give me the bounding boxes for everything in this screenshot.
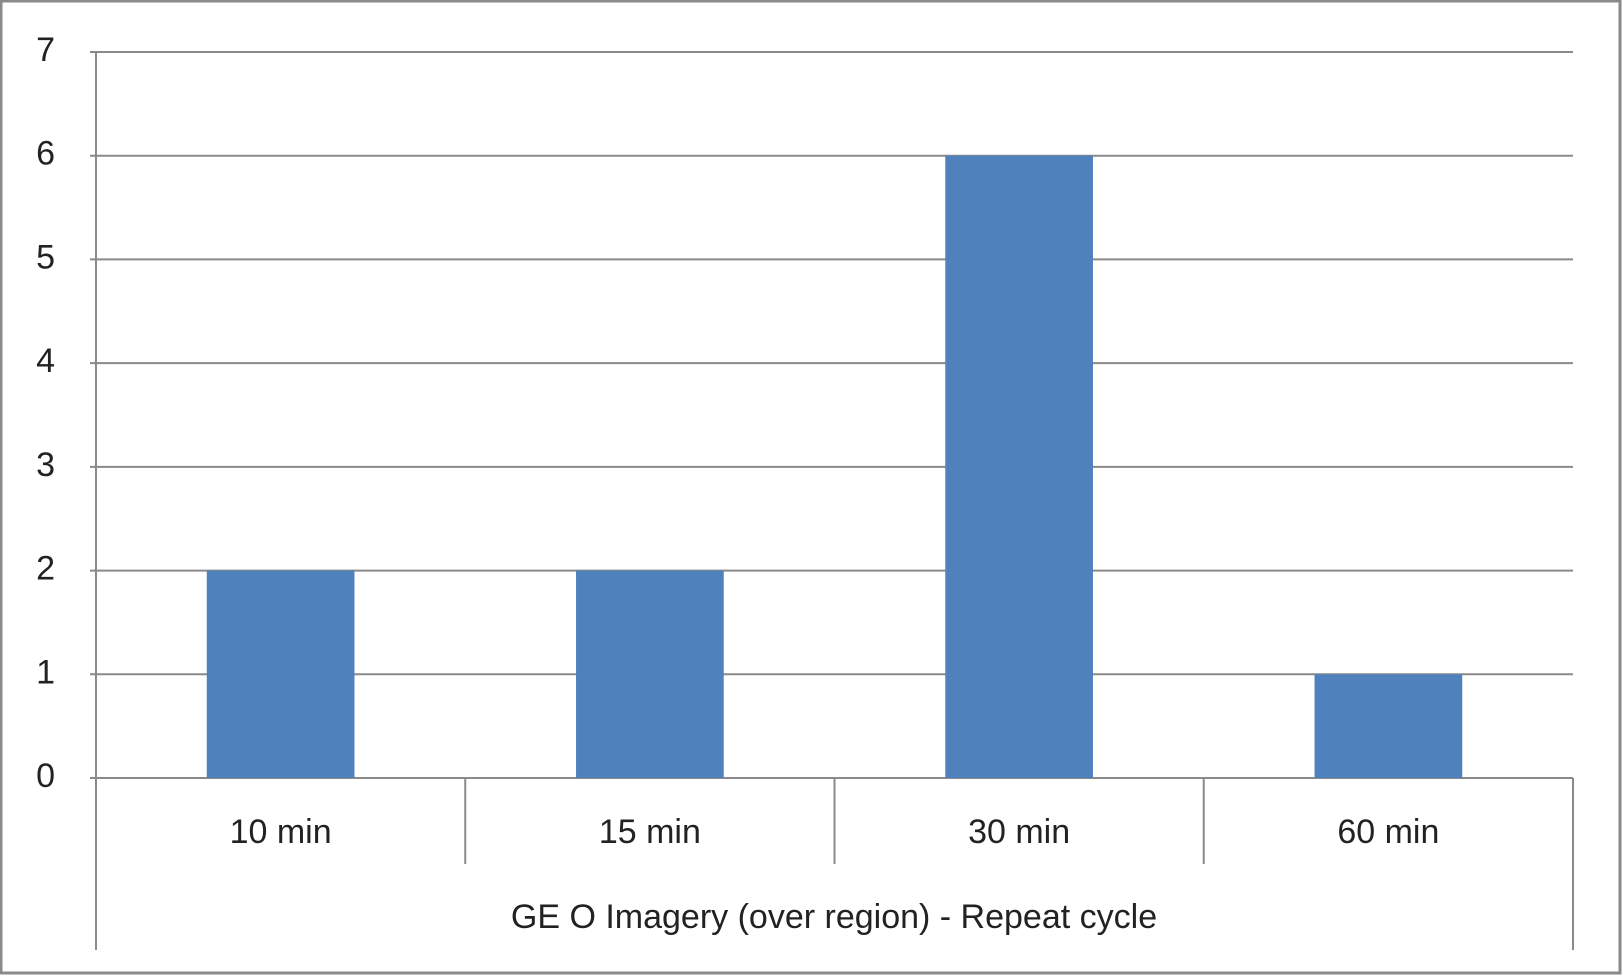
bar xyxy=(206,570,355,778)
bar xyxy=(945,155,1093,778)
bar xyxy=(576,570,724,778)
y-tick-label: 5 xyxy=(36,238,55,276)
x-tick-label: 60 min xyxy=(1337,813,1439,851)
x-tick-label: 30 min xyxy=(968,813,1070,851)
y-tick-label: 0 xyxy=(36,757,55,795)
x-tick-label: 15 min xyxy=(599,813,701,851)
y-tick-label: 4 xyxy=(36,342,55,380)
bar xyxy=(1314,674,1463,778)
y-tick-label: 3 xyxy=(36,446,55,484)
y-tick-label: 6 xyxy=(36,135,55,173)
y-tick-label: 2 xyxy=(36,550,55,588)
x-tick-label: 10 min xyxy=(230,813,332,851)
y-tick-label: 7 xyxy=(36,31,55,69)
y-tick-label: 1 xyxy=(36,653,55,691)
x-axis-title: GE O Imagery (over region) - Repeat cycl… xyxy=(511,898,1157,936)
